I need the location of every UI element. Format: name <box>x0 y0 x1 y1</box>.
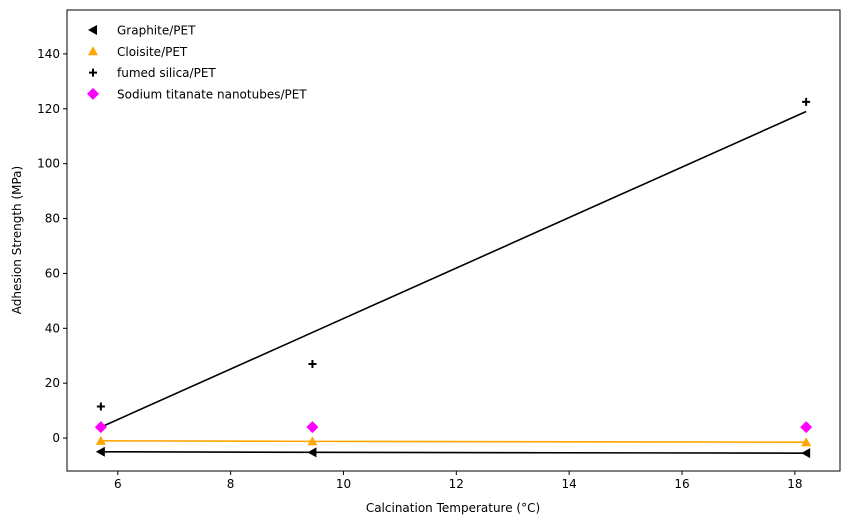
fit-line-2 <box>100 110 807 428</box>
y-tick-label: 0 <box>52 431 60 445</box>
legend-label-1: Cloisite/PET <box>117 45 188 59</box>
x-tick-label: 18 <box>787 477 802 491</box>
data-point-3-0 <box>94 421 107 434</box>
x-tick-label: 14 <box>562 477 577 491</box>
y-axis-label: Adhesion Strength (MPa) <box>10 166 24 314</box>
legend-label-0: Graphite/PET <box>117 24 196 38</box>
x-tick-label: 6 <box>114 477 122 491</box>
x-tick-label: 8 <box>227 477 235 491</box>
y-tick-label: 40 <box>45 321 60 335</box>
x-tick-label: 12 <box>449 477 464 491</box>
x-tick-label: 10 <box>336 477 351 491</box>
data-point-2-1 <box>308 359 317 368</box>
plot-area <box>66 9 841 472</box>
data-point-2-2 <box>802 97 811 106</box>
legend-label-2: fumed silica/PET <box>117 66 216 80</box>
data-point-1-0 <box>95 435 106 445</box>
data-point-0-1 <box>307 447 317 458</box>
y-tick-label: 140 <box>37 47 60 61</box>
data-point-1-2 <box>801 437 812 447</box>
y-axis-ticks: 0 20 40 60 80 100 120 140 <box>37 47 67 445</box>
data-point-3-2 <box>800 421 813 434</box>
data-point-3-1 <box>306 421 319 434</box>
data-point-2-0 <box>96 402 105 411</box>
y-tick-label: 20 <box>45 376 60 390</box>
legend-marker-3 <box>87 87 99 100</box>
y-tick-label: 80 <box>45 212 60 226</box>
data-point-0-0 <box>95 446 105 457</box>
legend-marker-2 <box>89 68 97 77</box>
x-tick-label: 16 <box>674 477 689 491</box>
x-axis-ticks: 6 8 10 12 14 16 18 <box>114 471 803 491</box>
y-tick-label: 60 <box>45 266 60 280</box>
data-point-0-2 <box>801 448 811 459</box>
legend: Graphite/PET Cloisite/PET fumed silica/PET… <box>87 24 307 101</box>
x-axis-label: Calcination Temperature (°C) <box>366 501 540 515</box>
data-points <box>94 97 813 459</box>
y-tick-label: 100 <box>37 157 60 171</box>
y-tick-label: 120 <box>37 102 60 116</box>
legend-marker-0 <box>88 25 97 35</box>
data-point-1-1 <box>307 436 318 446</box>
legend-label-3: Sodium titanate nanotubes/PET <box>117 87 307 101</box>
legend-marker-1 <box>88 46 98 56</box>
